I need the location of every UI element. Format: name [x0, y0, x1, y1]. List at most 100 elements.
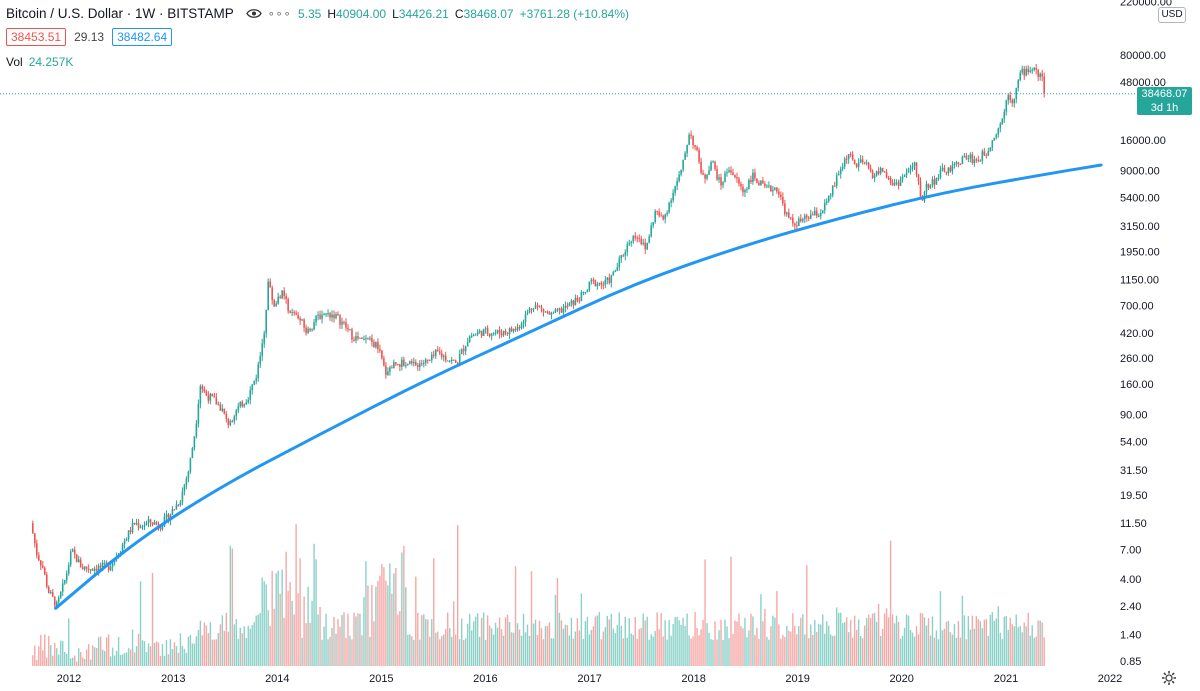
- candle-body: [951, 165, 954, 172]
- volume-bar: [62, 641, 64, 666]
- volume-bar: [997, 606, 999, 666]
- candle-body: [746, 188, 748, 191]
- candle-body: [945, 171, 948, 174]
- symbol-header[interactable]: Bitcoin / U.S. Dollar · 1W · BITSTAMP ∘∘…: [6, 6, 291, 21]
- volume-bar: [939, 591, 942, 666]
- candle-body: [915, 162, 918, 175]
- volume-bar: [427, 619, 429, 666]
- volume-bar: [724, 619, 726, 666]
- candle-body: [379, 349, 381, 351]
- candle-body: [399, 364, 401, 367]
- volume-bar: [297, 593, 299, 666]
- candle-body: [911, 165, 914, 168]
- volume-bar: [668, 620, 670, 666]
- candle-body: [815, 210, 818, 217]
- volume-bar: [652, 636, 654, 666]
- volume-bar: [145, 652, 148, 666]
- candle-body: [732, 172, 734, 176]
- volume-bar: [630, 633, 632, 666]
- candle-body: [1001, 118, 1004, 124]
- volume-bar: [780, 638, 782, 666]
- volume-bar: [610, 613, 613, 666]
- candle-body: [672, 192, 674, 201]
- candle-body: [303, 319, 305, 328]
- volume-bar: [881, 629, 884, 666]
- candle-body: [1025, 68, 1028, 76]
- more-dots-icon[interactable]: ∘∘∘: [267, 8, 292, 20]
- volume-bar: [129, 649, 132, 666]
- gear-icon[interactable]: [1161, 670, 1177, 686]
- volume-bar: [409, 634, 411, 666]
- candle-body: [97, 565, 100, 571]
- buy-price-button[interactable]: 38482.64: [112, 28, 173, 46]
- time-tick-label: 2022: [1098, 673, 1122, 685]
- volume-legend[interactable]: Vol 24.257K: [6, 55, 73, 69]
- candle-body: [939, 169, 942, 178]
- candle-body: [925, 183, 928, 193]
- volume-bar: [792, 613, 794, 666]
- candle-body: [800, 218, 802, 222]
- candle-body: [51, 592, 54, 597]
- candle-body: [909, 167, 912, 170]
- volume-bar: [869, 617, 872, 666]
- volume-bar: [530, 571, 533, 666]
- volume-bar: [263, 581, 265, 666]
- candle-body: [315, 315, 317, 323]
- candle-body: [748, 180, 750, 189]
- volume-bar: [758, 638, 760, 666]
- volume-bar: [788, 630, 790, 666]
- volume-bar: [851, 637, 854, 666]
- eye-icon[interactable]: [246, 8, 262, 19]
- volume-bar: [169, 639, 172, 666]
- candle-body: [772, 189, 774, 192]
- candle-body: [41, 565, 44, 568]
- volume-bar: [542, 639, 545, 666]
- volume-bar: [265, 584, 267, 666]
- volume-bar: [429, 636, 431, 666]
- candle-body: [456, 362, 459, 364]
- candle-body: [249, 390, 252, 400]
- candle-body: [253, 380, 256, 385]
- volume-bar: [558, 612, 561, 666]
- candle-body: [141, 526, 144, 528]
- volume-bars: [32, 524, 1045, 666]
- price-tick-label: 1.40: [1120, 630, 1141, 642]
- volume-bar: [748, 630, 750, 666]
- volume-bar: [215, 639, 218, 666]
- candle-body: [209, 393, 212, 401]
- candle-body: [317, 314, 319, 316]
- volume-bar: [684, 625, 686, 666]
- volume-bar: [722, 639, 724, 666]
- candlesticks: [32, 63, 1045, 608]
- volume-bar: [796, 634, 798, 666]
- volume-bar: [1019, 625, 1021, 666]
- volume-bar: [624, 616, 626, 666]
- volume-bar: [1011, 624, 1013, 666]
- volume-bar: [945, 621, 948, 666]
- sell-price-button[interactable]: 38453.51: [6, 28, 67, 46]
- volume-bar: [512, 632, 515, 666]
- candle-body: [171, 509, 174, 515]
- volume-bar: [355, 616, 357, 666]
- volume-bar: [562, 628, 565, 666]
- candle-body: [1023, 68, 1026, 76]
- volume-bar: [455, 634, 457, 666]
- candle-body: [694, 145, 696, 147]
- volume-bar: [363, 597, 365, 666]
- currency-button[interactable]: USD: [1158, 7, 1186, 23]
- candle-body: [764, 183, 766, 187]
- candle-body: [77, 559, 80, 562]
- candle-body: [43, 567, 46, 575]
- candle-body: [903, 175, 906, 178]
- volume-bar: [305, 623, 307, 666]
- symbol-title[interactable]: Bitcoin / U.S. Dollar · 1W · BITSTAMP: [6, 6, 234, 21]
- candle-body: [552, 312, 555, 314]
- candle-body: [855, 164, 858, 167]
- volume-bar: [209, 622, 212, 666]
- candle-body: [474, 334, 477, 336]
- ohlc-legend: 5.35 H40904.00 L34426.21 C38468.07 +3761.28 …: [298, 7, 629, 21]
- volume-bar: [664, 620, 666, 666]
- volume-bar: [325, 613, 327, 666]
- candle-body: [907, 169, 910, 173]
